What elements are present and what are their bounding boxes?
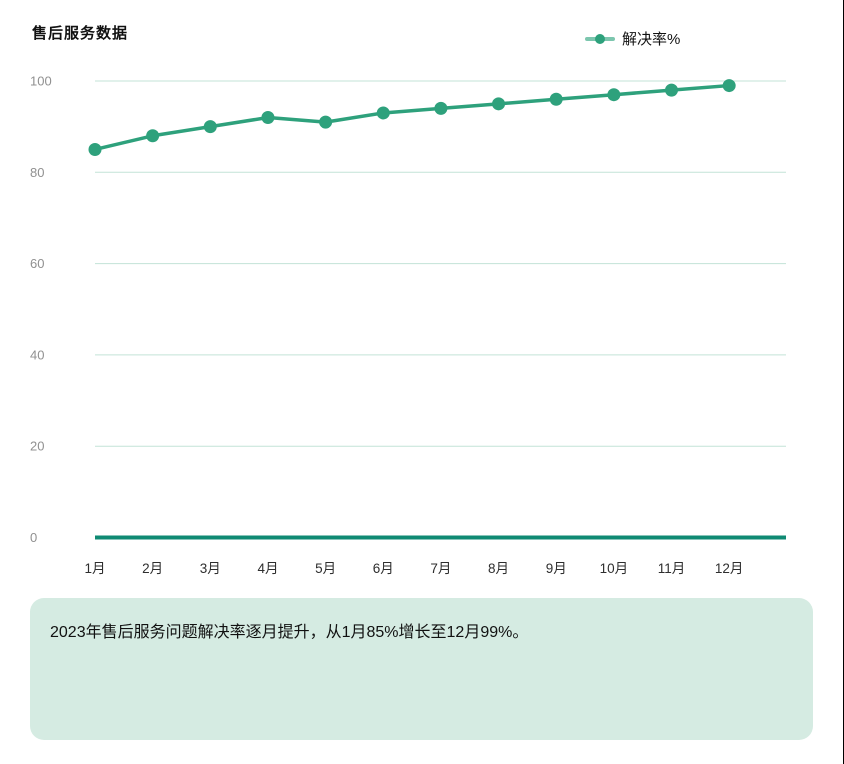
y-tick-label: 100 bbox=[30, 74, 52, 89]
y-tick-label: 60 bbox=[30, 256, 44, 271]
legend-line-marker-icon bbox=[585, 33, 615, 44]
x-tick-label: 1月 bbox=[84, 561, 105, 576]
x-tick-label: 5月 bbox=[315, 561, 336, 576]
data-point bbox=[376, 106, 390, 120]
x-tick-label: 4月 bbox=[257, 561, 278, 576]
data-point bbox=[261, 111, 275, 125]
x-tick-label: 9月 bbox=[546, 561, 567, 576]
legend-item-resolution-rate[interactable]: 解决率% bbox=[585, 28, 680, 49]
x-tick-label: 12月 bbox=[715, 561, 744, 576]
line-chart: 0 20 40 60 80 100 1月 2月 3月 4月 5月 6月 7月 8月 9月 10月 11月 12月 bbox=[30, 74, 786, 576]
data-point bbox=[146, 129, 160, 143]
x-tick-label: 11月 bbox=[658, 561, 686, 576]
legend-dot-icon bbox=[595, 33, 605, 44]
chart-title: 售后服务数据 bbox=[32, 25, 129, 42]
data-point bbox=[607, 88, 621, 102]
x-tick-label: 7月 bbox=[430, 561, 451, 576]
data-point bbox=[434, 101, 448, 115]
x-tick-label: 3月 bbox=[200, 561, 221, 576]
data-point bbox=[203, 120, 217, 134]
data-point bbox=[549, 92, 563, 106]
y-tick-label: 20 bbox=[30, 439, 44, 454]
data-point bbox=[319, 115, 333, 129]
y-tick-label: 40 bbox=[30, 347, 44, 362]
y-tick-label: 0 bbox=[30, 530, 37, 545]
summary-card: 2023年售后服务问题解决率逐月提升，从1月85%增长至12月99%。 bbox=[30, 598, 813, 740]
data-point bbox=[722, 79, 736, 93]
data-point bbox=[665, 83, 678, 97]
x-tick-label: 6月 bbox=[373, 561, 394, 576]
data-point bbox=[88, 142, 102, 156]
legend-label: 解决率% bbox=[622, 31, 681, 48]
data-point bbox=[492, 97, 506, 111]
chart-svg: 0 20 40 60 80 100 1月 2月 3月 4月 5月 6月 7月 8月 9月 10月 11月 12月 bbox=[30, 74, 786, 576]
x-tick-label: 10月 bbox=[600, 561, 629, 576]
y-tick-label: 80 bbox=[30, 165, 44, 180]
series-line bbox=[93, 83, 731, 152]
summary-text: 2023年售后服务问题解决率逐月提升，从1月85%增长至12月99%。 bbox=[50, 624, 529, 641]
x-tick-label: 2月 bbox=[142, 561, 163, 576]
x-tick-label: 8月 bbox=[488, 561, 509, 576]
